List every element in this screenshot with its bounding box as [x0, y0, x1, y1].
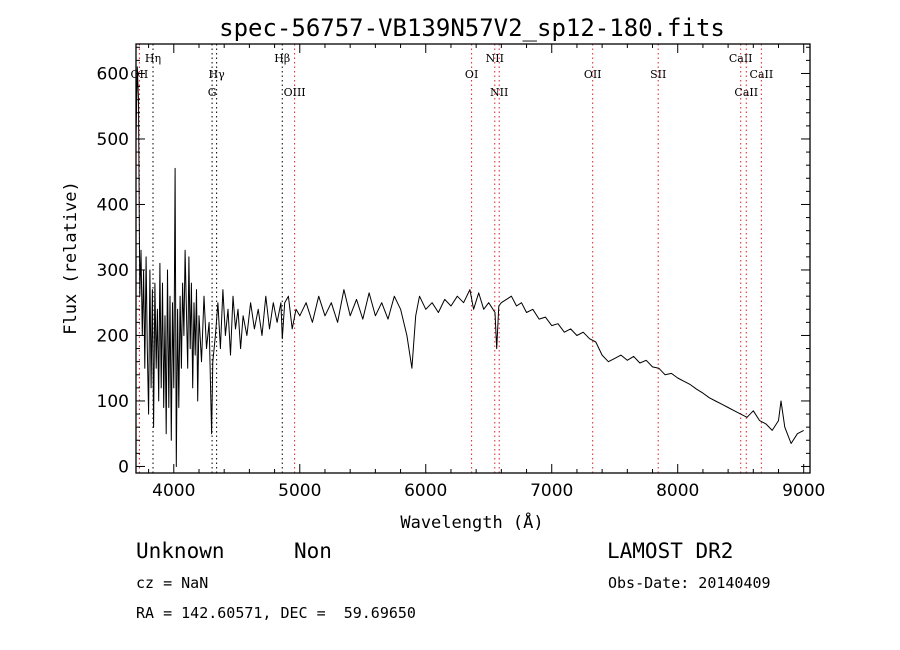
redshift-label: cz = NaN	[136, 574, 209, 592]
y-axis-title: Flux (relative)	[61, 181, 81, 335]
chart-title: spec-56757-VB139N57V2_sp12-180.fits	[219, 14, 725, 42]
survey-label: LAMOST DR2	[607, 539, 734, 563]
y-tick-label-2: 200	[97, 326, 129, 346]
x-tick-label-0: 4000	[152, 481, 195, 501]
axis-ticks: 4000 5000 6000 7000 8000 9000 0 100 200 300 400 500…	[97, 44, 825, 501]
obs-date-label: Obs-Date: 20140409	[608, 574, 771, 592]
y-tick-label-5: 500	[97, 130, 129, 150]
plot-frame	[135, 43, 811, 474]
line-marker-label-13: CaII	[750, 68, 774, 81]
line-marker-label-12: CaII	[734, 86, 758, 99]
x-tick-label-4: 8000	[656, 481, 699, 501]
x-tick-label-5: 9000	[782, 481, 825, 501]
line-marker-label-5: OIII	[284, 86, 306, 99]
x-tick-label-3: 7000	[530, 481, 573, 501]
class-label: Unknown	[136, 539, 225, 563]
y-tick-label-6: 600	[97, 64, 129, 84]
x-tick-label-2: 6000	[404, 481, 447, 501]
coords-label: RA = 142.60571, DEC = 59.69650	[136, 604, 416, 622]
subclass-label: Non	[294, 539, 332, 563]
line-marker-label-2: Hγ	[209, 68, 226, 81]
line-marker-label-9: OII	[584, 68, 602, 81]
series-layer	[135, 66, 804, 467]
line-marker-label-4: Hβ	[274, 52, 290, 65]
line-markers: OII Hη Hγ G Hβ OIII OI NII NII OII SII CaII CaII CaII	[131, 44, 774, 473]
line-marker-label-3: G	[208, 86, 217, 99]
line-marker-label-7: NII	[486, 52, 504, 65]
y-tick-label-1: 100	[97, 392, 129, 412]
y-tick-label-0: 0	[118, 457, 129, 477]
line-marker-label-0: OII	[131, 68, 149, 81]
line-marker-label-11: CaII	[729, 52, 753, 65]
line-marker-label-10: SII	[650, 68, 666, 81]
y-tick-label-3: 300	[97, 261, 129, 281]
line-marker-label-1: Hη	[145, 52, 161, 65]
line-marker-label-6: OI	[465, 68, 478, 81]
x-axis-title: Wavelength (Å)	[400, 511, 543, 533]
line-marker-label-8: NII	[490, 86, 508, 99]
series-line-0	[135, 66, 804, 467]
x-tick-label-1: 5000	[278, 481, 321, 501]
y-tick-label-4: 400	[97, 195, 129, 215]
